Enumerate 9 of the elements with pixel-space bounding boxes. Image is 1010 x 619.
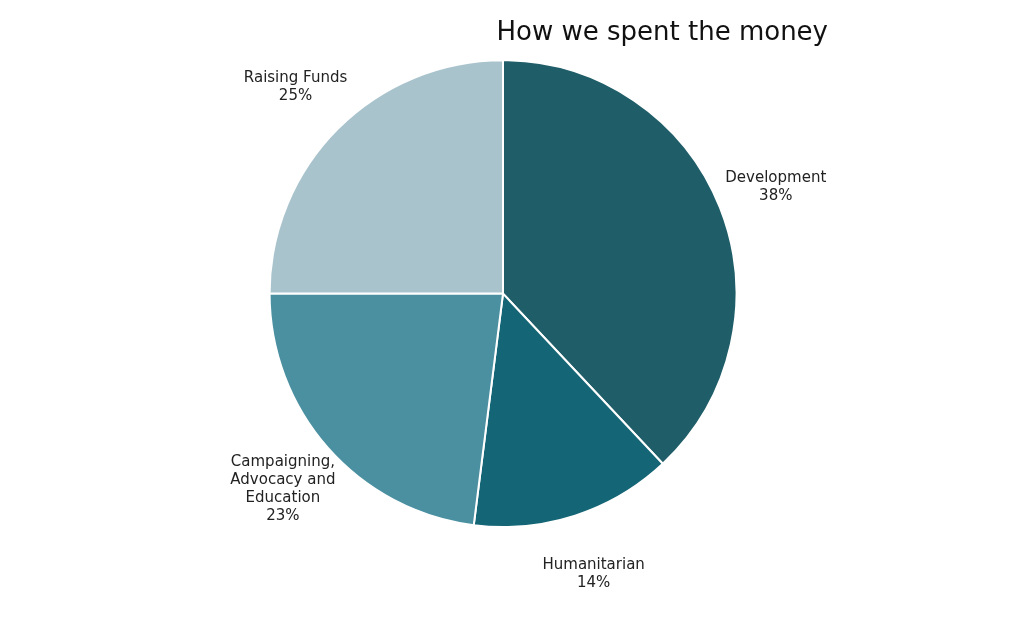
data-label: 14%: [576, 572, 611, 591]
data-label: 38%: [759, 185, 793, 204]
chart-title: How we spent the money: [496, 16, 828, 47]
slice-label: Development: [725, 167, 827, 186]
slice-label: Campaigning, Advocacy and Education: [230, 451, 336, 506]
data-label: 25%: [278, 86, 313, 105]
data-label: 23%: [266, 505, 300, 524]
slice-label: Raising Funds: [243, 68, 348, 87]
slice-label: Humanitarian: [542, 554, 645, 573]
